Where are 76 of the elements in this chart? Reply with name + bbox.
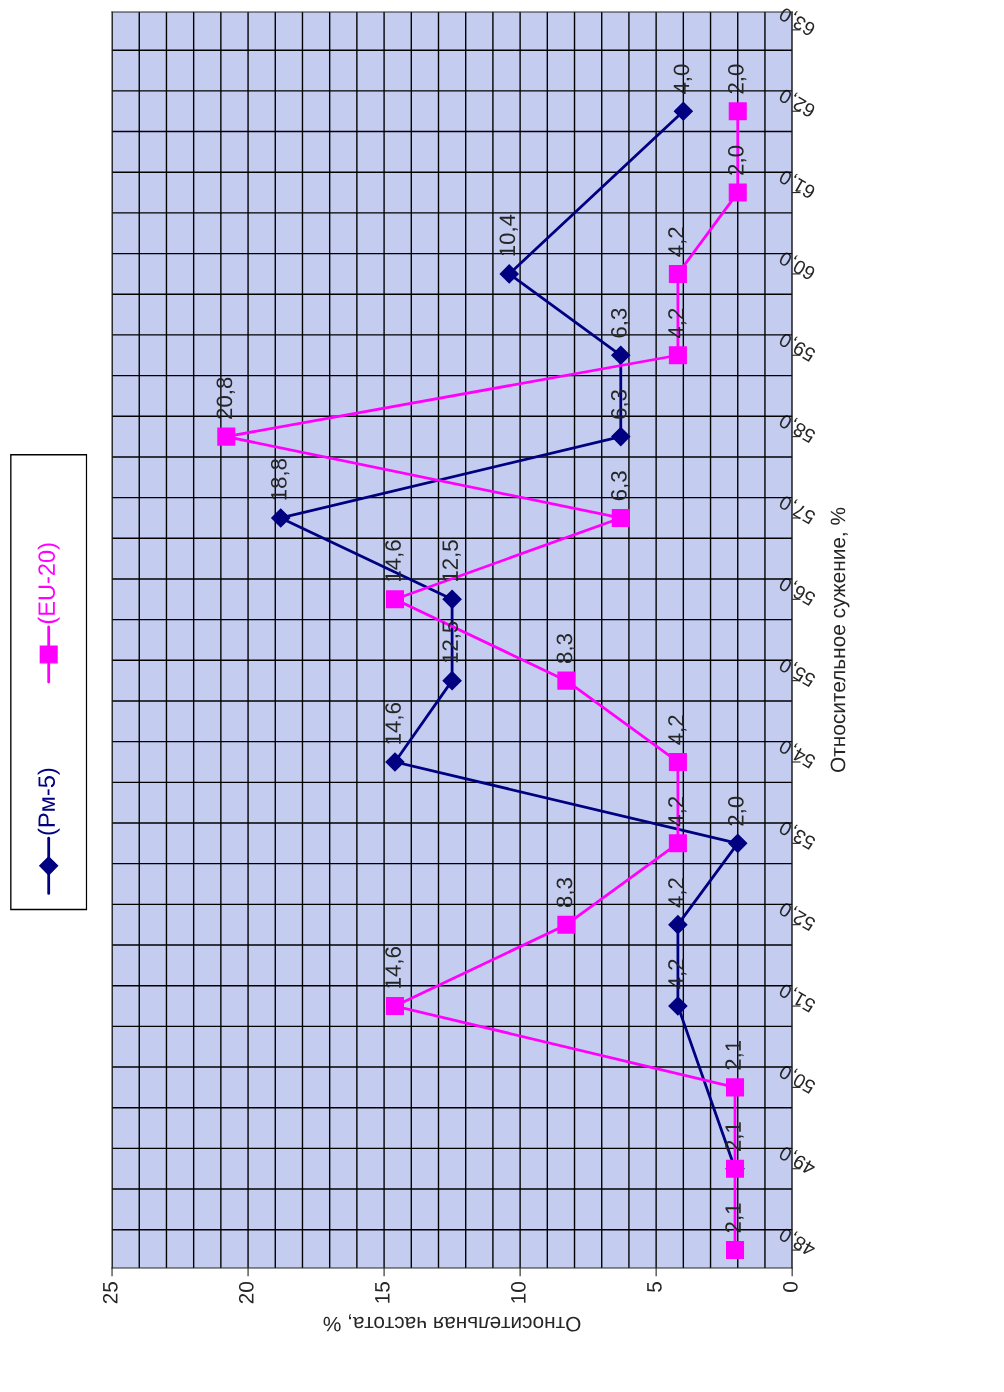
point: [442, 589, 462, 609]
data-label: 8,3: [556, 878, 575, 908]
text: (Рм-5): [37, 768, 60, 835]
point: [728, 183, 747, 202]
y-tick-label: 57,0: [777, 492, 818, 525]
y-tick-label: 59,0: [777, 330, 818, 363]
x-tick-label: 10: [510, 1281, 526, 1303]
y-tick-label: 60,0: [777, 248, 818, 281]
x-tick-label: 25: [102, 1282, 118, 1304]
y-tick-label: 63,0: [777, 4, 818, 37]
data-label: 14,6: [385, 947, 404, 988]
point: [385, 752, 405, 772]
y-tick-label: 50,0: [777, 1062, 818, 1095]
data-label: 4,2: [668, 959, 687, 989]
data-label: 10,4: [499, 214, 518, 256]
data-label: 4,2: [668, 308, 687, 339]
x-tick-label: 5: [647, 1282, 662, 1292]
data-label: 2,0: [727, 145, 747, 175]
x-tick-label: 0: [783, 1281, 798, 1292]
point: [217, 427, 236, 446]
point: [611, 427, 631, 447]
x-tick-label: 15: [375, 1282, 390, 1303]
point: [557, 915, 576, 934]
data-label: 12,5: [442, 540, 461, 581]
point: [728, 833, 748, 853]
y-tick-label: 52,0: [777, 899, 818, 932]
data-label: 14,6: [385, 540, 404, 581]
y-tick-label: 56,0: [777, 574, 818, 607]
data-label: 4,2: [668, 796, 687, 827]
point: [611, 345, 631, 365]
y-tick-label: 61,0: [777, 167, 818, 200]
text: (EU-20): [37, 543, 60, 624]
point: [557, 671, 576, 690]
data-label: 4,0: [673, 64, 692, 95]
y-tick-label: 48,0: [777, 1225, 818, 1258]
data-label: 2,0: [727, 796, 747, 826]
point: [668, 752, 687, 772]
point: [725, 1078, 745, 1097]
data-label: 2,1: [725, 1122, 744, 1151]
data-label: 2,1: [725, 1040, 744, 1070]
data-label: 12,5: [442, 621, 461, 663]
point: [728, 102, 747, 121]
point: [668, 264, 687, 283]
data-label: 18,8: [270, 459, 290, 500]
point: [673, 101, 693, 121]
y-tick-label: 62,0: [777, 86, 818, 119]
data-label: 6,3: [611, 308, 630, 338]
point: [611, 508, 630, 527]
point: [668, 915, 688, 935]
y-tick-label: 51,0: [777, 980, 818, 1014]
point: [385, 590, 405, 609]
point: [668, 834, 687, 853]
x-axis-title: Относительная частота, %: [323, 1314, 581, 1332]
data-label: 14,6: [385, 703, 404, 744]
point: [271, 508, 291, 528]
data-label: 4,2: [668, 878, 687, 908]
point: [668, 346, 687, 365]
data-label: 4,2: [668, 715, 687, 745]
y-tick-label: 55,0: [777, 655, 818, 688]
data-label: 8,3: [556, 634, 575, 664]
y-axis-title: Относительное сужение, %: [830, 507, 850, 772]
data-label: 2,1: [725, 1203, 744, 1233]
y-tick-label: 49,0: [777, 1143, 818, 1176]
point: [725, 1241, 745, 1260]
point: [668, 996, 688, 1016]
data-label: 6,3: [611, 390, 630, 419]
data-label: 4,2: [668, 227, 687, 257]
point: [385, 997, 405, 1016]
data-label: 6,3: [611, 471, 630, 501]
y-tick-label: 53,0: [777, 818, 818, 851]
y-tick-label: 54,0: [777, 736, 818, 770]
data-label: 2,0: [727, 64, 747, 94]
y-tick-label: 58,0: [777, 411, 818, 444]
point: [442, 671, 462, 691]
x-tick-label: 20: [238, 1281, 254, 1304]
point: [499, 264, 519, 284]
